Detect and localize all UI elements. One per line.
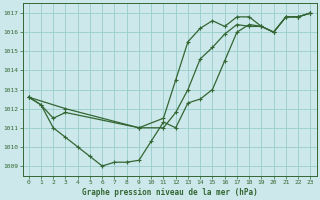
X-axis label: Graphe pression niveau de la mer (hPa): Graphe pression niveau de la mer (hPa) <box>82 188 258 197</box>
